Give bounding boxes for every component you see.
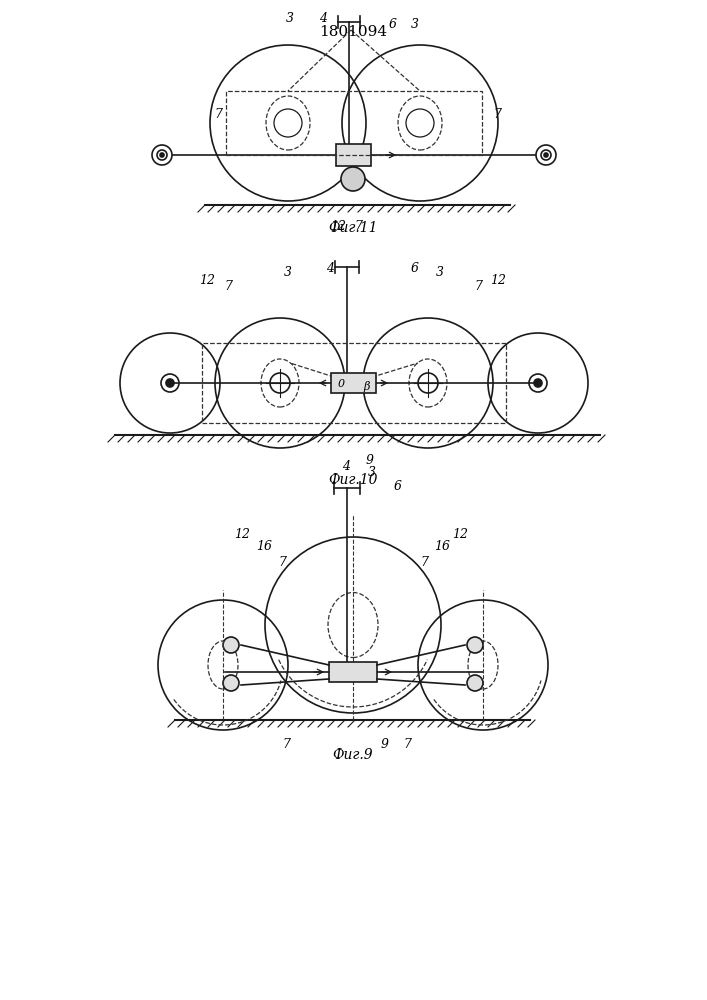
Text: Фиг.10: Фиг.10	[328, 473, 378, 487]
Circle shape	[541, 150, 551, 160]
Text: 7: 7	[420, 556, 428, 568]
Circle shape	[467, 675, 483, 691]
Text: 12: 12	[234, 528, 250, 540]
Text: 7: 7	[474, 280, 482, 294]
Circle shape	[161, 374, 179, 392]
Text: 7: 7	[278, 556, 286, 568]
Text: 12: 12	[490, 273, 506, 286]
Text: 16: 16	[434, 540, 450, 554]
Text: 7: 7	[493, 108, 501, 121]
Circle shape	[529, 374, 547, 392]
Circle shape	[152, 145, 172, 165]
Text: 4: 4	[342, 460, 350, 473]
Circle shape	[536, 145, 556, 165]
Circle shape	[160, 153, 164, 157]
Bar	[202, 343, 506, 423]
Text: Фиг.9: Фиг.9	[333, 748, 373, 762]
Text: 12: 12	[452, 528, 468, 540]
Text: 6: 6	[394, 480, 402, 492]
Bar	[331, 373, 376, 393]
Text: 7: 7	[403, 738, 411, 752]
Text: 3: 3	[284, 266, 292, 279]
Circle shape	[467, 637, 483, 653]
Text: β: β	[364, 380, 370, 391]
Text: 3: 3	[368, 466, 376, 479]
Bar	[336, 144, 371, 166]
Text: 3: 3	[436, 266, 444, 279]
Text: 1801094: 1801094	[320, 25, 387, 39]
Bar	[329, 662, 377, 682]
Circle shape	[166, 379, 174, 387]
Text: 16: 16	[256, 540, 272, 554]
Circle shape	[157, 150, 167, 160]
Text: 7: 7	[214, 108, 222, 121]
Text: 4: 4	[319, 12, 327, 25]
Text: 7: 7	[224, 280, 232, 294]
Text: Фиг.11: Фиг.11	[328, 221, 378, 235]
Circle shape	[270, 373, 290, 393]
Circle shape	[544, 153, 548, 157]
Text: 9: 9	[381, 738, 389, 752]
Text: 12: 12	[199, 273, 215, 286]
Text: 7: 7	[354, 221, 362, 233]
Text: 3: 3	[286, 12, 294, 25]
Text: 7: 7	[282, 738, 290, 752]
Text: 3: 3	[411, 18, 419, 31]
Bar	[226, 91, 482, 155]
Circle shape	[223, 675, 239, 691]
Circle shape	[534, 379, 542, 387]
Circle shape	[418, 373, 438, 393]
Text: 6: 6	[389, 18, 397, 31]
Text: 12: 12	[330, 221, 346, 233]
Text: 4: 4	[326, 261, 334, 274]
Circle shape	[341, 167, 365, 191]
Text: 9: 9	[366, 454, 374, 468]
Text: 6: 6	[411, 261, 419, 274]
Circle shape	[223, 637, 239, 653]
Text: 0: 0	[337, 379, 344, 389]
